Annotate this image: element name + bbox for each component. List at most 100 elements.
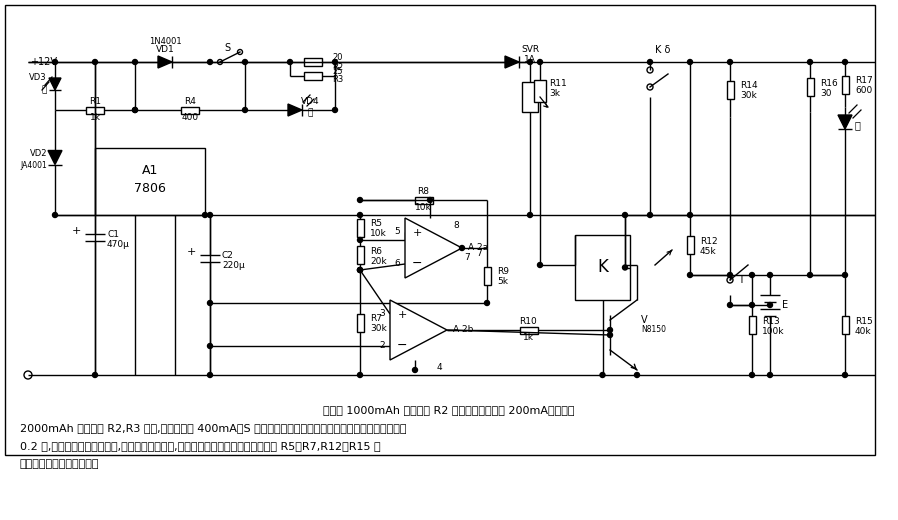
Text: R7: R7: [370, 314, 382, 323]
Text: 红: 红: [41, 85, 47, 95]
Polygon shape: [390, 300, 447, 360]
Bar: [686, 236, 693, 254]
Circle shape: [357, 198, 363, 202]
Circle shape: [688, 213, 692, 217]
Text: VD4: VD4: [301, 98, 320, 107]
Text: R10: R10: [520, 318, 537, 327]
Text: A 2a: A 2a: [468, 243, 489, 253]
Text: R1: R1: [89, 98, 101, 107]
Text: A 2b: A 2b: [453, 326, 473, 334]
Circle shape: [768, 372, 772, 378]
Polygon shape: [505, 56, 519, 68]
Text: 采用精度高的金属膜电阻。: 采用精度高的金属膜电阻。: [20, 459, 100, 469]
Text: R11: R11: [549, 80, 567, 88]
Text: 220μ: 220μ: [222, 262, 245, 270]
Text: 标准型 1000mAh 电池组经 R2 充电，充电电流为 200mA。加强型: 标准型 1000mAh 电池组经 R2 充电，充电电流为 200mA。加强型: [323, 405, 575, 415]
Circle shape: [807, 272, 813, 278]
Bar: [806, 78, 814, 96]
Circle shape: [600, 372, 605, 378]
Text: R6: R6: [370, 246, 382, 255]
Text: 4: 4: [436, 363, 442, 372]
Text: JA4001: JA4001: [21, 161, 47, 170]
Text: C1: C1: [107, 230, 119, 239]
Circle shape: [538, 263, 542, 267]
Text: 20: 20: [332, 54, 343, 62]
Circle shape: [207, 213, 213, 217]
Bar: [357, 246, 364, 264]
Bar: [86, 107, 104, 113]
Circle shape: [750, 303, 754, 307]
Circle shape: [750, 372, 754, 378]
Text: 1k: 1k: [523, 333, 534, 343]
Circle shape: [357, 238, 363, 242]
Text: +12V: +12V: [30, 57, 57, 67]
Text: R8: R8: [418, 188, 429, 197]
Polygon shape: [48, 150, 62, 164]
Text: 8: 8: [453, 222, 459, 230]
Circle shape: [332, 108, 338, 112]
Circle shape: [207, 372, 213, 378]
Circle shape: [485, 301, 489, 305]
Text: S: S: [224, 43, 231, 53]
Text: 470μ: 470μ: [107, 240, 130, 249]
Bar: [357, 218, 364, 237]
Polygon shape: [288, 104, 302, 116]
Circle shape: [842, 59, 848, 64]
Circle shape: [608, 332, 612, 337]
Text: R13: R13: [762, 317, 779, 326]
Bar: [483, 266, 490, 284]
Bar: [357, 314, 364, 332]
Circle shape: [768, 303, 772, 307]
Bar: [304, 58, 321, 66]
Text: A1: A1: [142, 163, 158, 176]
Text: 7806: 7806: [134, 181, 166, 194]
Text: +: +: [397, 310, 407, 320]
Bar: [520, 327, 538, 333]
Text: +: +: [412, 228, 422, 238]
Text: −: −: [412, 256, 422, 269]
Circle shape: [538, 59, 542, 64]
Circle shape: [357, 213, 363, 217]
Bar: [726, 81, 734, 98]
Circle shape: [207, 59, 213, 64]
Text: 1N4001: 1N4001: [149, 37, 181, 46]
Circle shape: [357, 372, 363, 378]
Text: R15: R15: [855, 317, 873, 326]
Circle shape: [92, 59, 98, 64]
Text: R4: R4: [184, 98, 196, 107]
Text: 0.2 倍,电池组充电五、六次后,对电池组放电一次,可充分地利用电池容量。电路中的 R5～R7,R12～R15 均: 0.2 倍,电池组充电五、六次后,对电池组放电一次,可充分地利用电池容量。电路中…: [20, 441, 381, 451]
Text: 5: 5: [394, 228, 400, 237]
Text: R3: R3: [332, 75, 344, 84]
Polygon shape: [49, 78, 61, 90]
Polygon shape: [405, 218, 462, 278]
Circle shape: [647, 213, 653, 217]
Bar: [841, 316, 849, 334]
Circle shape: [133, 108, 137, 112]
Circle shape: [647, 59, 653, 64]
Circle shape: [727, 59, 733, 64]
Text: SVR: SVR: [521, 45, 539, 55]
Text: 5k: 5k: [497, 277, 508, 286]
Text: R12: R12: [700, 237, 718, 245]
Circle shape: [133, 108, 137, 112]
Text: 30k: 30k: [740, 91, 757, 100]
Bar: [5, 5, 875, 455]
Bar: [522, 82, 538, 112]
Text: 25: 25: [332, 68, 343, 76]
Bar: [304, 72, 321, 80]
Circle shape: [460, 245, 464, 251]
Circle shape: [52, 213, 57, 217]
Circle shape: [688, 59, 692, 64]
Text: 20k: 20k: [370, 256, 387, 266]
Text: 3: 3: [379, 309, 385, 318]
Text: K: K: [597, 258, 608, 277]
Polygon shape: [158, 56, 172, 68]
Text: 2: 2: [379, 342, 385, 350]
Circle shape: [635, 372, 639, 378]
Text: 1A: 1A: [524, 55, 536, 63]
Text: −: −: [397, 339, 408, 352]
Circle shape: [608, 328, 612, 332]
Text: K δ: K δ: [655, 45, 671, 55]
Text: 30: 30: [820, 88, 832, 98]
Bar: [95, 148, 205, 215]
